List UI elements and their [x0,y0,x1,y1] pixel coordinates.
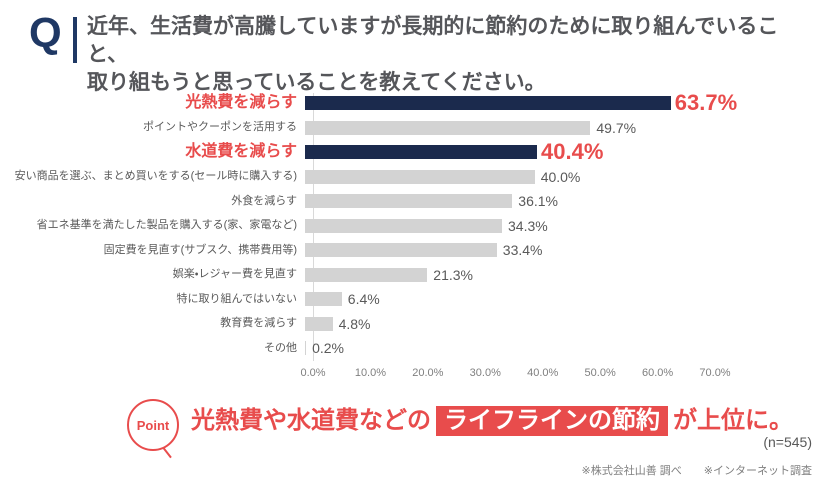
bar [305,218,502,233]
point-badge: Point [127,399,179,451]
point-badge-label: Point [136,417,170,433]
bar-chart: 光熱費を減らす 63.7% ポイントやクーポンを活用する 49.7% 水道費を減らす 40… [8,90,812,391]
question-mark-label: Q [29,9,62,56]
bar [305,341,307,356]
bar [305,120,591,135]
chart-row: 娯楽・レジャー費を見直す 21.3% [8,263,812,288]
header-divider [73,17,77,63]
category-label: 外食を減らす [231,194,297,207]
category-label: 娯楽・レジャー費を見直す [172,268,297,281]
value-label: 36.1% [518,193,558,210]
x-axis: 0.0% 10.0% 20.0% 30.0% 40.0% 50.0% 60.0% 70.0% [8,367,812,381]
value-label: 63.7% [674,90,738,116]
x-axis-tick: 30.0% [469,367,501,379]
x-axis-tick: 70.0% [699,367,731,379]
chart-row: 光熱費を減らす 63.7% [8,90,812,116]
bar [305,292,342,307]
bar [305,243,497,258]
question-title-line2: 取り組もうと思っていることを教えてください。 [87,71,546,94]
bar [305,316,333,331]
chart-row: 外食を減らす 36.1% [8,189,812,214]
category-label: 省エネ基準を満たした製品を購入する(家、家電など) [36,219,297,232]
value-label: 21.3% [433,266,473,283]
chart-row: 省エネ基準を満たした製品を購入する(家、家電など) 34.3% [8,214,812,239]
value-label: 40.4% [541,139,604,165]
point-badge-tail [162,446,172,459]
chart-row: 固定費を見直す(サブスク、携帯費用等) 33.4% [8,238,812,263]
point-message: 光熱費や水道費などの ライフラインの節約 が上位に。 [191,404,793,438]
category-label: ポイントやクーポンを活用する [143,121,297,134]
value-label: 4.8% [338,315,371,332]
category-label: その他 [264,341,297,354]
bar [305,145,537,160]
bar [305,194,513,209]
x-axis-tick: 40.0% [527,367,559,379]
point-text-before: 光熱費や水道費などの [191,407,431,434]
x-axis-tick: 60.0% [641,367,674,379]
category-label: 水道費を減らす [185,143,297,161]
chart-row: 安い商品を選ぶ、まとめ買いをする(セール時に購入する) 40.0% [8,165,812,190]
x-axis-tick: 0.0% [300,367,326,379]
bar [305,169,535,184]
question-title-line1: 近年、生活費が高騰していますが長期的に節約のために取り組んでいること、 [87,15,779,66]
chart-row: その他 0.2% [8,336,812,361]
value-label: 49.7% [596,119,637,136]
chart-rows: 光熱費を減らす 63.7% ポイントやクーポンを活用する 49.7% 水道費を減らす 40… [8,90,812,361]
bar [305,267,428,282]
category-label: 固定費を見直す(サブスク、携帯費用等) [103,243,297,256]
value-label: 6.4% [347,291,380,308]
value-label: 0.2% [312,340,345,357]
point-text-after: が上位に。 [673,407,793,434]
category-label: 特に取り組んではいない [176,292,297,305]
chart-row: 特に取り組んではいない 6.4% [8,287,812,312]
category-label: 安い商品を選ぶ、まとめ買いをする(セール時に購入する) [14,170,297,183]
x-axis-tick: 20.0% [412,367,444,379]
value-label: 34.3% [508,217,548,234]
chart-row: ポイントやクーポンを活用する 49.7% [8,116,812,141]
value-label: 33.4% [502,242,543,259]
x-axis-tick: 50.0% [584,367,616,379]
x-axis-tick: 10.0% [354,367,387,379]
chart-row: 教育費を減らす 4.8% [8,312,812,337]
category-label: 光熱費を減らす [185,94,297,112]
sample-size: (n=545) [763,434,812,450]
point-text-highlight: ライフラインの節約 [436,406,668,436]
value-label: 40.0% [540,168,581,185]
category-label: 教育費を減らす [220,317,297,330]
chart-row: 水道費を減らす 40.4% [8,139,812,165]
question-title: 近年、生活費が高騰していますが長期的に節約のために取り組んでいること、 取り組も… [87,13,807,97]
bar [305,96,671,111]
survey-source: ※株式会社山善 調べ ※インターネット調査 [581,465,813,477]
